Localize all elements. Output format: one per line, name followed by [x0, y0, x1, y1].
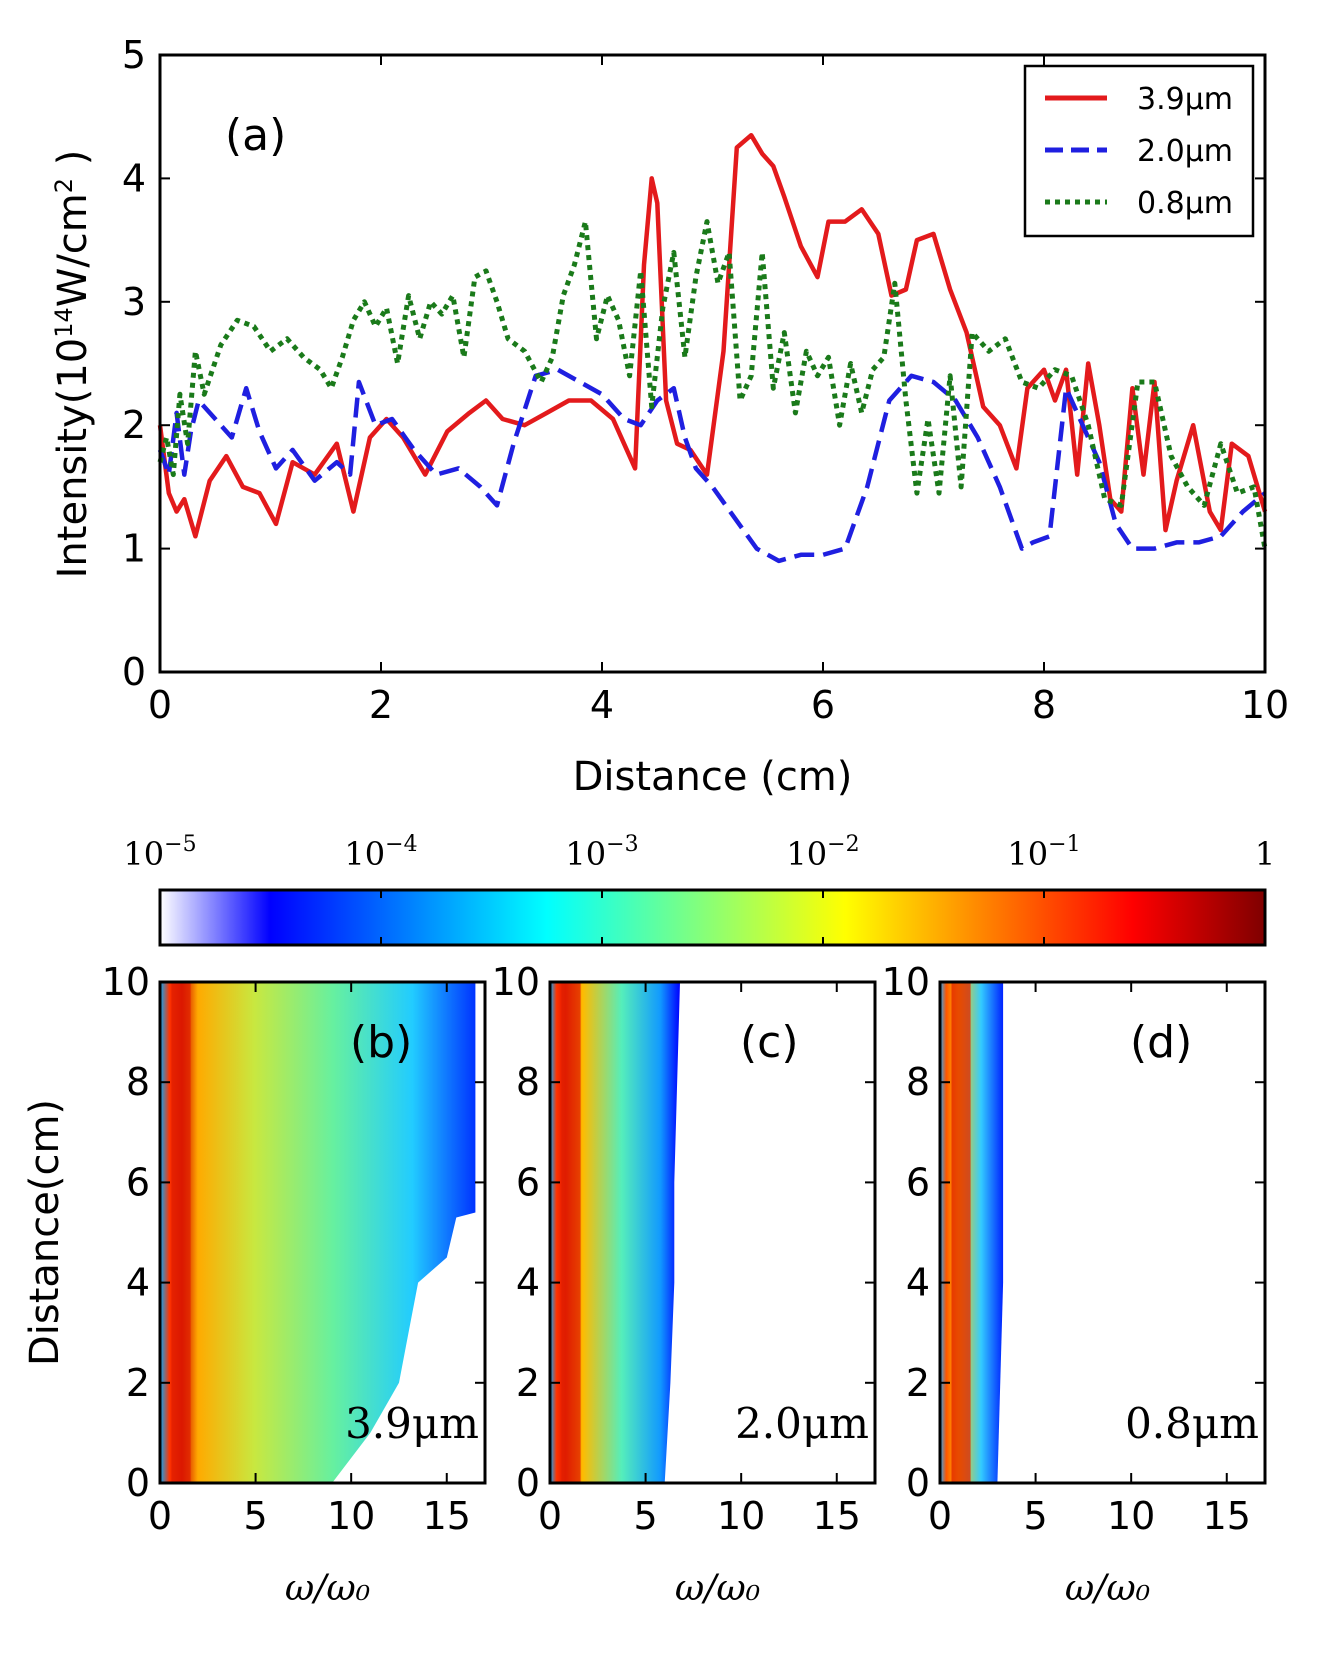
colorbar-tick-base: 10	[123, 835, 164, 873]
y-axis-title-part: W/cm	[50, 193, 96, 307]
colorbar-tick-base: 1	[1255, 835, 1275, 873]
y-tick-label-a: 5	[122, 33, 146, 77]
y-tick-label: 6	[906, 1160, 930, 1204]
plot-frame-0	[158, 980, 487, 1485]
x-tick-label-a: 8	[1032, 683, 1056, 727]
y-tick-label: 6	[516, 1160, 540, 1204]
x-axis-title: ω/ω₀	[285, 1568, 370, 1609]
colorbar-tick-label: 10−5	[123, 832, 196, 873]
x-tick-label-a: 10	[1241, 683, 1289, 727]
colorbar-tick-exponent: −5	[164, 832, 196, 857]
wavelength-annotation-2: 0.8μm	[1125, 1399, 1259, 1448]
x-axis-title: ω/ω₀	[1065, 1568, 1150, 1609]
y-tick-label: 6	[126, 1160, 150, 1204]
y-axis-title-part: )	[50, 150, 96, 178]
y-tick-label-a: 1	[122, 527, 146, 571]
plot-frame-1	[548, 980, 877, 1485]
colorbar	[158, 888, 1267, 947]
heatmap-fill-2	[940, 982, 1004, 1483]
x-tick-label: 5	[243, 1494, 267, 1538]
x-tick-label: 15	[423, 1494, 471, 1538]
y-tick-label: 2	[906, 1361, 930, 1405]
heatmap-fundamental-band-1	[561, 982, 581, 1483]
y-tick-label: 0	[126, 1461, 150, 1505]
colorbar-tick-base: 10	[565, 835, 606, 873]
colorbar-tick-label: 10−4	[344, 832, 417, 873]
colorbar-tick-exponent: −2	[827, 832, 859, 857]
x-tick-label: 10	[717, 1494, 765, 1538]
series-line-1	[157, 367, 1267, 564]
y-axis-title-b: Distance(cm)	[22, 1099, 68, 1366]
y-tick-label: 10	[102, 960, 150, 1004]
y-tick-label: 0	[906, 1461, 930, 1505]
x-tick-label-a: 6	[811, 683, 835, 727]
heatmap-fill-0	[160, 982, 476, 1483]
wavelength-annotation-1: 2.0μm	[735, 1399, 869, 1448]
x-tick-label: 5	[1023, 1494, 1047, 1538]
heatmap-fundamental-band-2	[951, 982, 971, 1483]
y-tick-label-a: 4	[122, 156, 146, 200]
plot-frame-a	[158, 53, 1267, 674]
x-tick-label: 0	[928, 1494, 952, 1538]
y-tick-label-a: 2	[122, 403, 146, 447]
x-axis-title: ω/ω₀	[675, 1568, 760, 1609]
y-tick-label: 4	[516, 1261, 540, 1305]
y-tick-label: 4	[126, 1261, 150, 1305]
colorbar-tick-exponent: −4	[385, 832, 417, 857]
colorbar-tick-base: 10	[786, 835, 827, 873]
y-tick-label-a: 0	[122, 650, 146, 694]
y-axis-title-part: 2	[50, 178, 78, 193]
y-tick-label: 8	[906, 1060, 930, 1104]
colorbar-tick-label: 10−3	[565, 832, 638, 873]
x-tick-label: 15	[813, 1494, 861, 1538]
y-tick-label: 8	[516, 1060, 540, 1104]
x-tick-label-a: 4	[590, 683, 614, 727]
y-tick-label-a: 3	[122, 280, 146, 324]
x-tick-label: 5	[633, 1494, 657, 1538]
panel-label-2: (d)	[1130, 1017, 1192, 1068]
x-tick-label: 15	[1203, 1494, 1251, 1538]
colorbar-tick-exponent: −1	[1048, 832, 1080, 857]
x-tick-label-a: 0	[148, 683, 172, 727]
y-tick-label: 2	[516, 1361, 540, 1405]
wavelength-annotation-0: 3.9μm	[345, 1399, 479, 1448]
plot-frame-2	[938, 980, 1267, 1485]
x-tick-label: 10	[1107, 1494, 1155, 1538]
colorbar-tick-base: 10	[1007, 835, 1048, 873]
y-tick-label: 2	[126, 1361, 150, 1405]
x-axis-title-a: Distance (cm)	[573, 754, 853, 800]
heatmap-fill-1	[550, 982, 680, 1483]
x-tick-label: 0	[148, 1494, 172, 1538]
y-tick-label: 0	[516, 1461, 540, 1505]
colorbar-tick-base: 10	[344, 835, 385, 873]
y-axis-title-a: Intensity(1014W/cm2 )	[50, 150, 96, 579]
series-line-0	[157, 132, 1268, 539]
panel-label-1: (c)	[740, 1017, 799, 1068]
y-axis-title-part: 14	[50, 307, 78, 338]
colorbar-tick-label: 10−1	[1007, 832, 1080, 873]
series-line-2	[157, 219, 1268, 550]
y-tick-label: 10	[492, 960, 540, 1004]
heatmap-fundamental-band-0	[171, 982, 191, 1483]
legend-label-1: 2.0μm	[1137, 134, 1233, 169]
y-tick-label: 8	[126, 1060, 150, 1104]
x-tick-label: 0	[538, 1494, 562, 1538]
y-tick-label: 10	[882, 960, 930, 1004]
colorbar-tick-label: 1	[1255, 835, 1275, 873]
y-tick-label: 4	[906, 1261, 930, 1305]
legend-label-0: 3.9μm	[1137, 82, 1233, 117]
y-axis-title-part: Intensity(10	[50, 338, 96, 579]
x-tick-label-a: 2	[369, 683, 393, 727]
panel-label-0: (b)	[350, 1017, 412, 1068]
colorbar-tick-exponent: −3	[606, 832, 638, 857]
colorbar-tick-label: 10−2	[786, 832, 859, 873]
legend-label-2: 0.8μm	[1137, 186, 1233, 221]
x-tick-label: 10	[327, 1494, 375, 1538]
panel-label-a: (a)	[225, 110, 286, 161]
